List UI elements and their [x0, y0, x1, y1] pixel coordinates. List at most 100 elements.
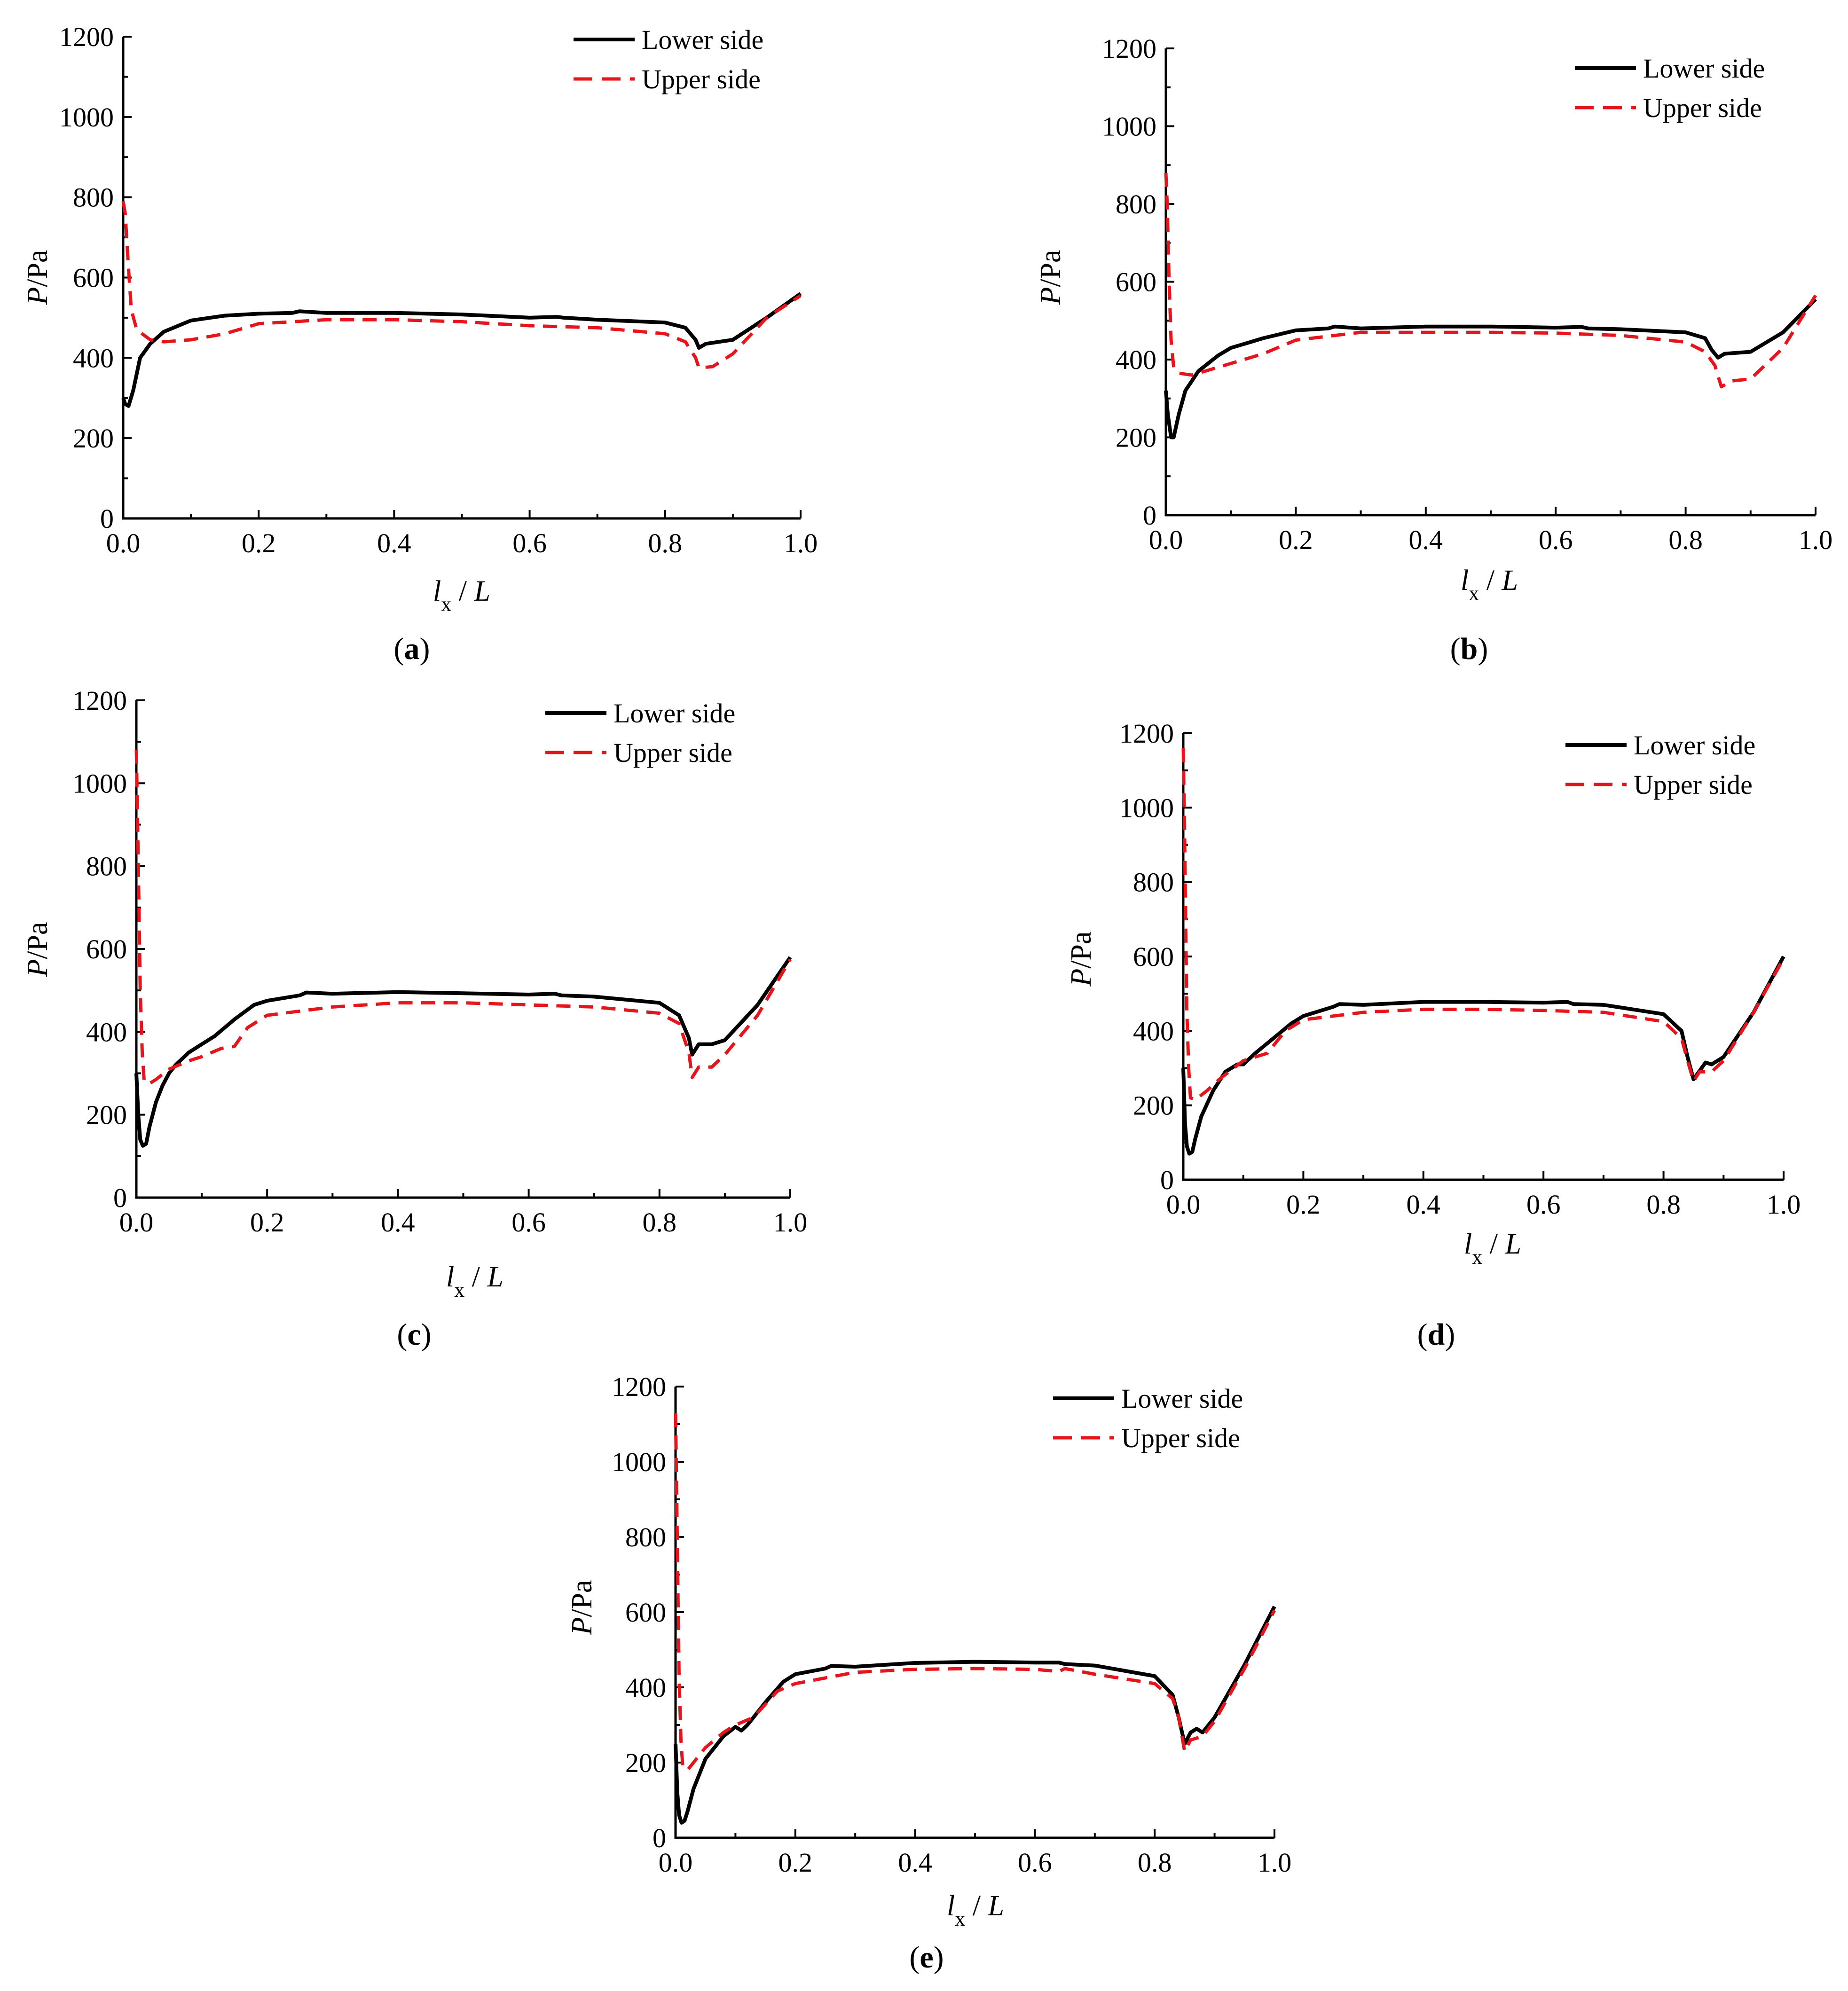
y-tick-label: 800 — [73, 182, 114, 213]
legend-label-lower: Lower side — [1121, 1383, 1243, 1414]
x-tick-label: 0.6 — [511, 1207, 546, 1238]
x-tick-label: 1.0 — [1799, 525, 1833, 555]
x-tick-label: 1.0 — [773, 1207, 808, 1238]
y-tick-label: 200 — [1116, 423, 1156, 453]
legend-label-upper: Upper side — [1643, 93, 1762, 123]
x-tick-label: 1.0 — [1258, 1847, 1292, 1878]
y-tick-label: 1000 — [1119, 792, 1174, 823]
chart-panels: 0.0 0.2 0.4 0.6 0.8 1.0 0 200 400 600 800 1000 1200 L… — [22, 22, 1832, 1975]
chart-panel-d: 0.0 0.2 0.4 0.6 0.8 1.0 0 200 400 600 800 1000 1200 L… — [1065, 718, 1801, 1352]
x-tick-label: 0.0 — [106, 528, 141, 558]
y-tick-label: 200 — [73, 423, 114, 454]
x-tick-label: 0.4 — [1409, 525, 1443, 555]
y-tick-label: 1000 — [72, 768, 127, 799]
x-tick-label: 1.0 — [1767, 1189, 1801, 1220]
x-tick-label: 0.8 — [643, 1207, 677, 1238]
panel-label-b: (b) — [1450, 632, 1488, 666]
y-tick-label: 600 — [1133, 941, 1174, 972]
y-axis-label: P/Pa — [22, 922, 54, 977]
y-tick-label: 1200 — [1119, 718, 1174, 749]
legend: Lower side Upper side — [574, 24, 763, 94]
axes-frame — [674, 1387, 1274, 1839]
y-tick-label: 0 — [100, 503, 114, 534]
series-line-lower-side — [121, 292, 802, 408]
x-tick-label: 0.4 — [381, 1207, 415, 1238]
x-tick-label: 0.0 — [1166, 1189, 1201, 1220]
y-tick-label: 0 — [113, 1183, 127, 1213]
x-tick-label: 0.6 — [1018, 1847, 1052, 1878]
x-tick-label: 0.6 — [1526, 1189, 1561, 1220]
x-tick-label: 0.4 — [1407, 1189, 1441, 1220]
y-tick-label: 200 — [625, 1748, 666, 1778]
x-axis-label: lx / L — [947, 1890, 1004, 1930]
x-tick-label: 0.8 — [1646, 1189, 1681, 1220]
series-line-lower-side — [674, 1606, 1276, 1825]
legend-label-upper: Upper side — [642, 64, 761, 94]
x-tick-label: 0.0 — [1149, 525, 1183, 555]
axes-frame — [135, 700, 790, 1199]
x-tick-label: 0.2 — [250, 1207, 284, 1238]
x-tick-label: 0.4 — [898, 1847, 932, 1878]
x-tick-label: 0.2 — [242, 528, 276, 558]
y-tick-label: 1200 — [72, 685, 127, 716]
x-tick-label: 0.4 — [377, 528, 411, 558]
y-axis-label: P/Pa — [22, 250, 54, 305]
y-tick-label: 400 — [1133, 1016, 1174, 1046]
y-tick-label: 1200 — [59, 22, 114, 52]
chart-panel-b: 0.0 0.2 0.4 0.6 0.8 1.0 0 200 400 600 800 1000 1200 L… — [1035, 33, 1832, 666]
x-tick-label: 1.0 — [784, 528, 818, 558]
y-tick-label: 800 — [1116, 189, 1156, 219]
y-tick-label: 600 — [625, 1597, 666, 1628]
axes-frame — [122, 37, 801, 520]
x-tick-label: 0.0 — [119, 1207, 154, 1238]
x-tick-label: 0.2 — [779, 1847, 813, 1878]
series-line-upper-side — [1164, 172, 1817, 389]
y-tick-label: 0 — [653, 1823, 666, 1853]
y-tick-label: 0 — [1143, 500, 1156, 531]
series-line-lower-side — [134, 956, 792, 1148]
x-tick-label: 0.0 — [659, 1847, 693, 1878]
series-line-lower-side — [1164, 298, 1817, 439]
legend-label-upper: Upper side — [1634, 769, 1753, 800]
x-tick-label: 0.2 — [1286, 1189, 1321, 1220]
legend-label-upper: Upper side — [613, 737, 732, 768]
series-line-upper-side — [674, 1412, 1276, 1772]
x-tick-label: 0.6 — [512, 528, 547, 558]
legend-label-lower: Lower side — [1643, 53, 1765, 84]
y-tick-label: 800 — [625, 1522, 666, 1552]
y-tick-label: 1000 — [612, 1447, 666, 1477]
panel-label-a: (a) — [394, 632, 430, 666]
x-axis-label: lx / L — [433, 575, 490, 616]
y-tick-label: 600 — [1116, 267, 1156, 298]
y-tick-label: 600 — [86, 934, 127, 964]
y-axis-label: P/Pa — [1035, 250, 1067, 305]
y-tick-label: 1000 — [59, 102, 114, 133]
panel-label-d: (d) — [1417, 1317, 1455, 1352]
chart-panel-a: 0.0 0.2 0.4 0.6 0.8 1.0 0 200 400 600 800 1000 1200 L… — [22, 22, 818, 666]
y-tick-label: 200 — [86, 1100, 127, 1130]
x-axis-label: lx / L — [1461, 564, 1518, 605]
y-tick-label: 400 — [625, 1672, 666, 1703]
y-tick-label: 200 — [1133, 1090, 1174, 1121]
legend-label-lower: Lower side — [613, 698, 735, 729]
axes-frame — [1182, 733, 1784, 1181]
x-tick-label: 0.6 — [1539, 525, 1573, 555]
legend: Lower side Upper side — [1565, 730, 1755, 800]
series-line-lower-side — [1181, 956, 1785, 1156]
legend-label-upper: Upper side — [1121, 1423, 1240, 1453]
series-line-upper-side — [1181, 748, 1785, 1102]
y-tick-label: 1000 — [1102, 111, 1156, 142]
x-axis-label: lx / L — [1464, 1228, 1521, 1269]
y-tick-label: 0 — [1160, 1165, 1174, 1195]
chart-panel-e: 0.0 0.2 0.4 0.6 0.8 1.0 0 200 400 600 800 1000 1200 L… — [566, 1372, 1291, 1975]
x-tick-label: 0.2 — [1279, 525, 1313, 555]
legend: Lower side Upper side — [1575, 53, 1765, 123]
x-axis-label: lx / L — [446, 1261, 503, 1301]
legend-label-lower: Lower side — [642, 24, 763, 55]
y-axis-label: P/Pa — [1065, 931, 1097, 987]
x-tick-label: 0.8 — [1668, 525, 1703, 555]
y-tick-label: 800 — [1133, 867, 1174, 898]
y-tick-label: 400 — [86, 1017, 127, 1047]
panel-label-e: (e) — [909, 1940, 944, 1975]
y-tick-label: 600 — [73, 263, 114, 293]
